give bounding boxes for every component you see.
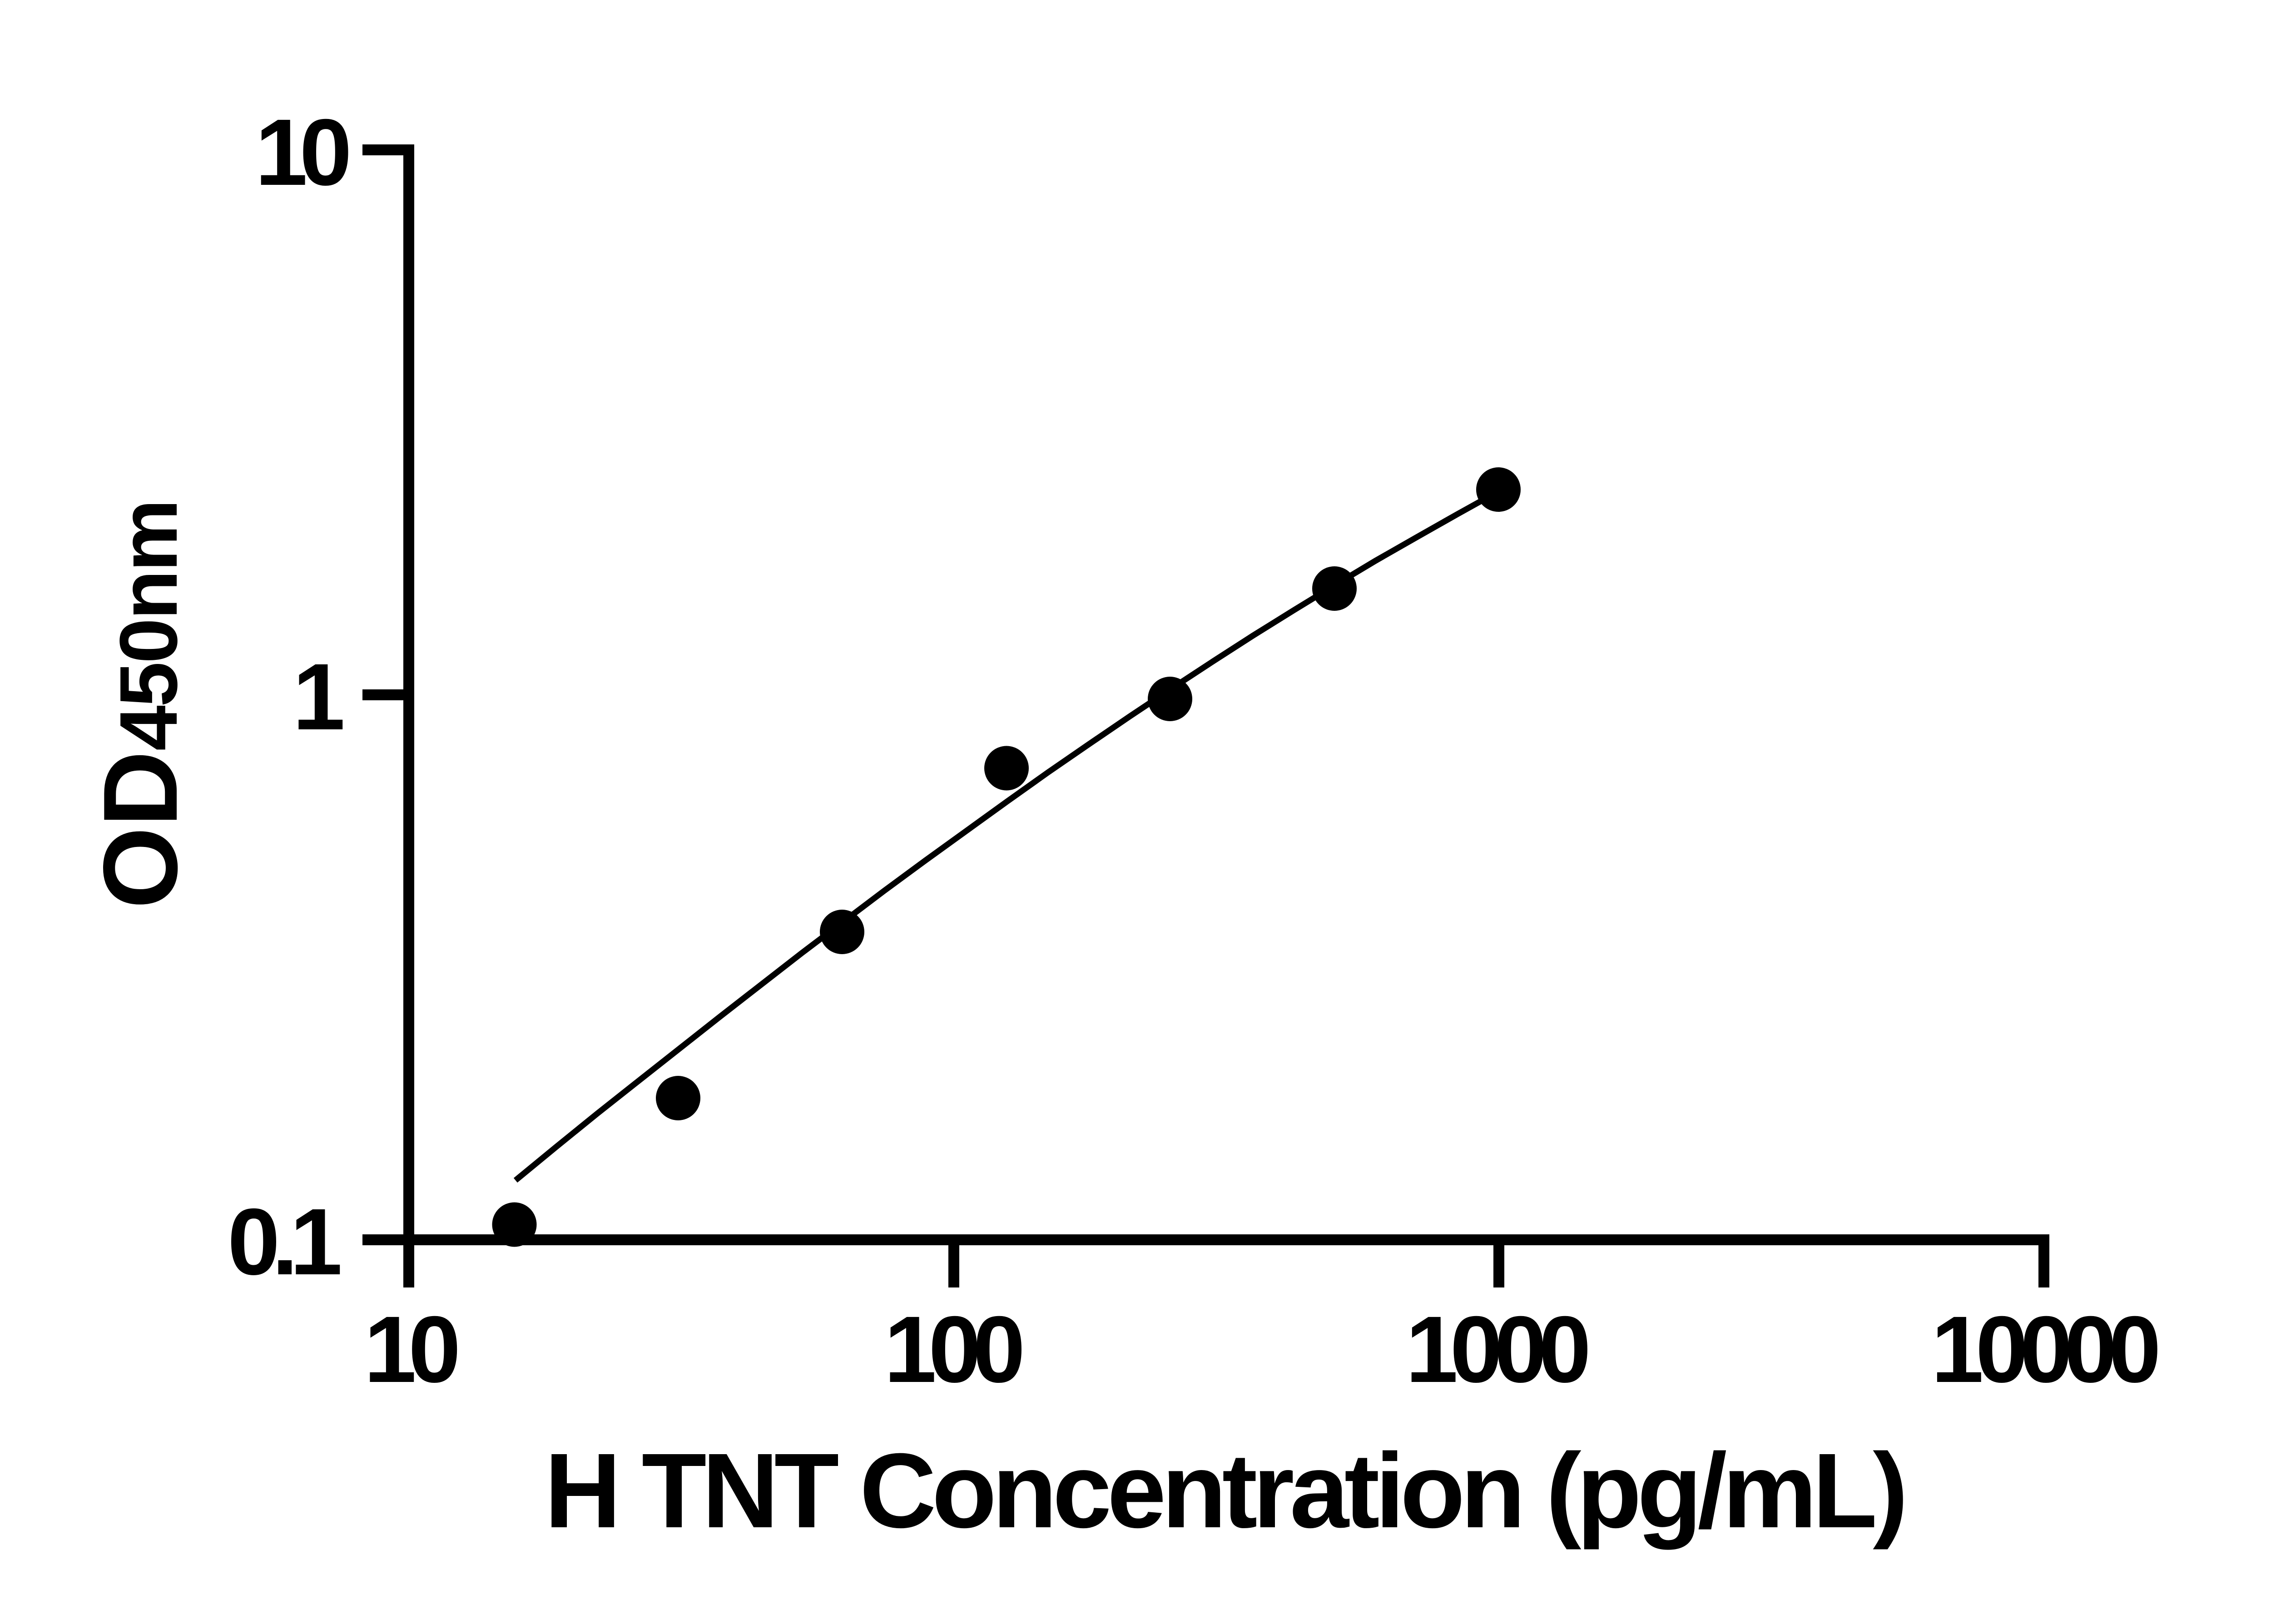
svg-text:OD450nm: OD450nm xyxy=(82,501,199,909)
svg-text:10: 10 xyxy=(255,100,349,205)
svg-text:1000: 1000 xyxy=(1406,1297,1588,1402)
svg-text:10000: 10000 xyxy=(1931,1297,2158,1402)
svg-text:100: 100 xyxy=(884,1297,1021,1402)
svg-text:0.1: 0.1 xyxy=(228,1189,340,1295)
svg-text:10: 10 xyxy=(364,1297,457,1402)
svg-text:1: 1 xyxy=(293,644,342,750)
svg-text:H TNT Concentration (pg/mL): H TNT Concentration (pg/mL) xyxy=(545,1431,1904,1550)
